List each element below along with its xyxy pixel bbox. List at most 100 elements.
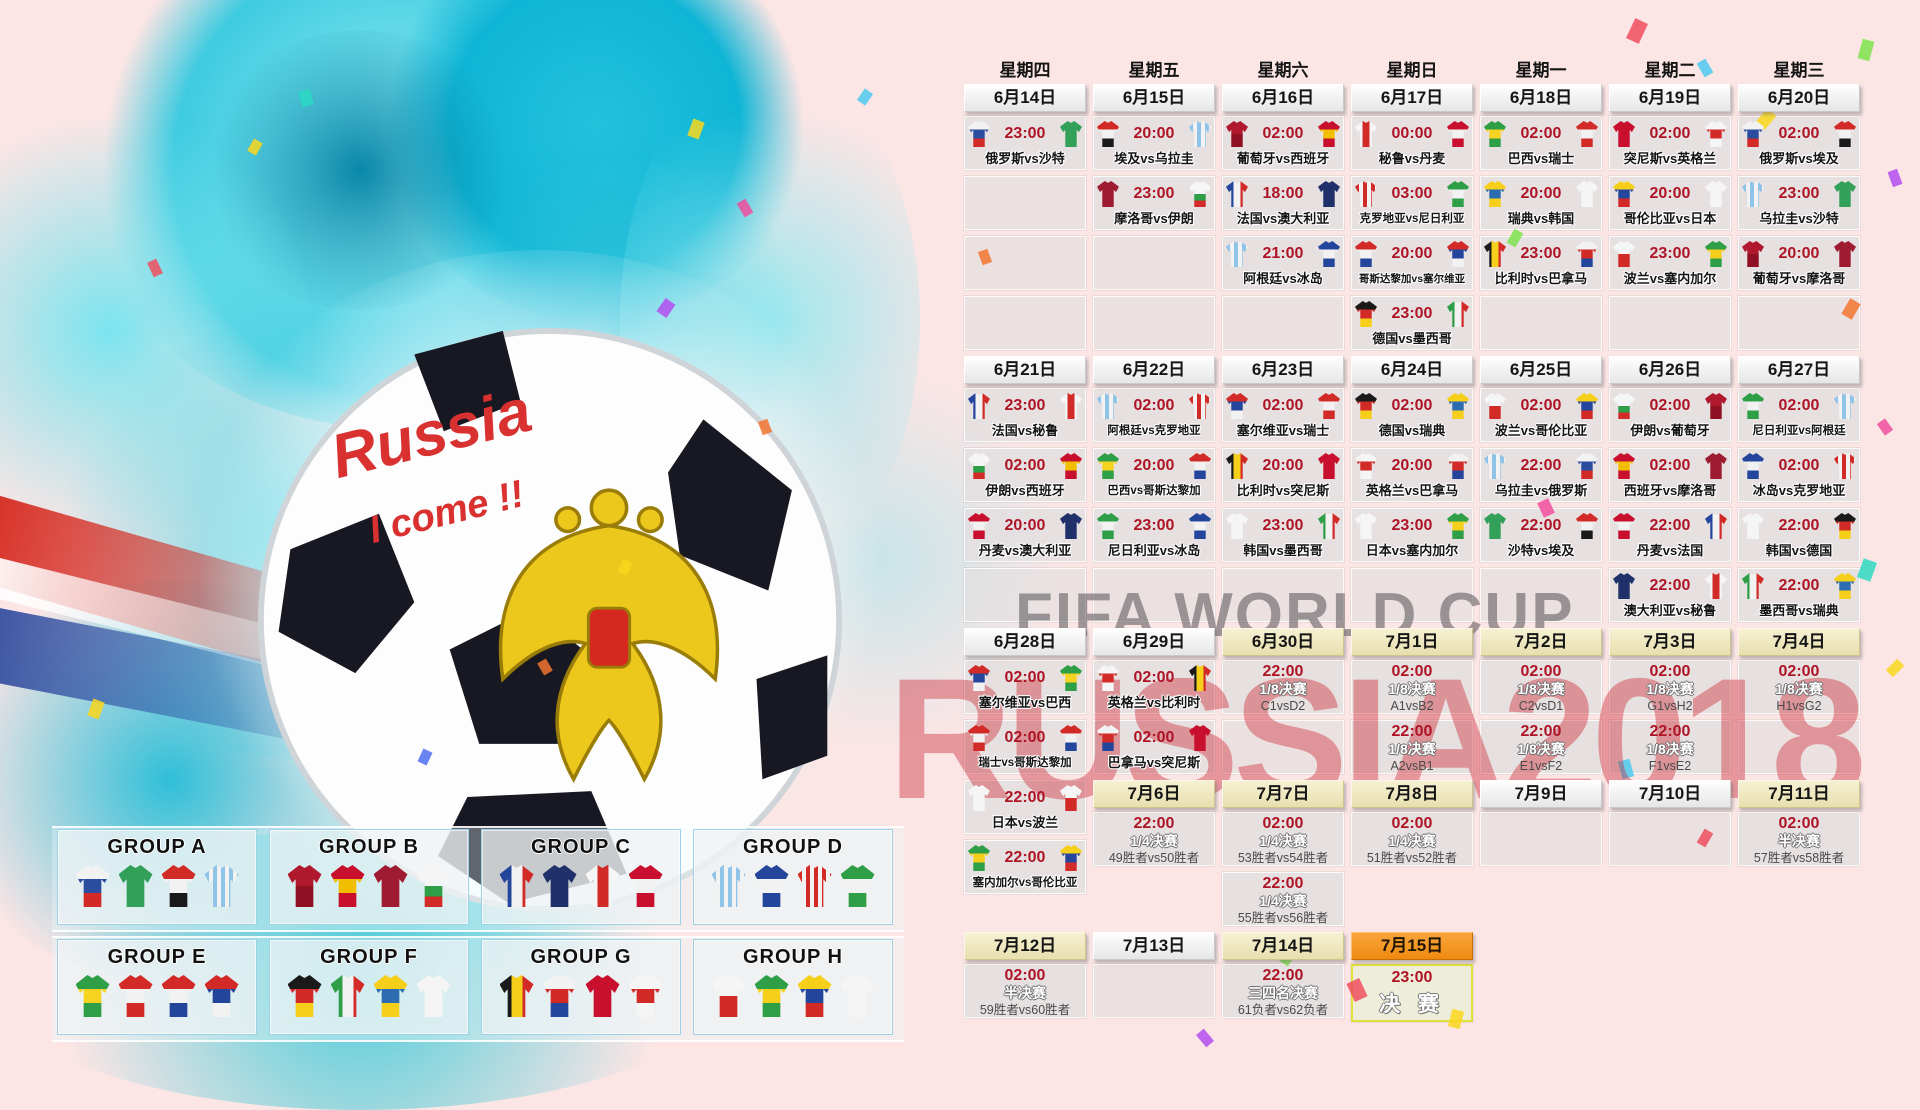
pairing-label: F1vsE2 [1648,759,1692,773]
match-cell: 02:00 冰岛vs克罗地亚 [1737,447,1861,503]
match-time: 20:00 [1133,457,1175,474]
group-title: GROUP B [319,836,419,858]
stage-label: 1/8决赛 [1259,681,1307,697]
team-jersey-icon [585,865,620,907]
group-title: GROUP F [320,946,418,968]
match-teams-label: 尼日利亚vs阿根廷 [1752,425,1846,437]
match-time: 02:00 [1649,663,1691,680]
group-jerseys [58,865,256,907]
away-jersey-icon [1833,121,1856,147]
white-paint-streak [0,550,340,682]
knockout-cell: 02:00 1/8决赛 C2vsD1 [1479,659,1603,715]
home-jersey-icon [1097,725,1119,751]
pairing-label: C2vsD1 [1518,699,1564,713]
stage-label: 1/8决赛 [1517,741,1565,757]
empty-cell [1092,235,1216,291]
group-jerseys [482,865,680,907]
stage-label: 1/8决赛 [1517,681,1565,697]
match-cell: 02:00 塞尔维亚vs巴西 [963,659,1087,715]
away-jersey-icon [1833,181,1856,207]
match-time: 23:00 [1520,245,1562,262]
pairing-label: G1vsH2 [1647,699,1693,713]
group-title: GROUP C [531,836,631,858]
schedule-column: 星期三 6月20日 02:00 俄罗斯vs埃及 23:00 乌拉圭vs沙特 20:00 葡萄牙… [1737,56,1861,1028]
team-jersey-icon [204,975,239,1017]
confetti-piece [1626,18,1648,44]
match-top-row: 02:00 [1481,389,1601,422]
knockout-cell: 02:00 1/4决赛 53胜者vs54胜者 [1221,811,1345,867]
match-time: 18:00 [1262,185,1304,202]
match-top-row: 20:00 [1352,449,1472,482]
away-jersey-icon [1188,393,1211,419]
match-cell: 02:00 尼日利亚vs阿根廷 [1737,387,1861,443]
empty-cell [1350,567,1474,623]
match-time: 22:00 [1004,789,1046,806]
ball-handwriting-icome: I come !! [365,472,529,552]
match-time: 23:00 [1004,397,1046,414]
final-match-cell: 23:00 决 赛 [1350,963,1474,1023]
match-cell: 23:00 德国vs墨西哥 [1350,295,1474,351]
team-jersey-icon [330,865,365,907]
team-jersey-icon [416,865,451,907]
match-time: 02:00 [1262,125,1304,142]
date-header: 7月6日 [1093,780,1215,808]
away-jersey-icon [1317,181,1340,207]
match-top-row: 23:00 [965,117,1085,150]
match-time: 02:00 [1520,663,1562,680]
team-jersey-icon [118,975,153,1017]
knockout-cell: 22:00 三四名决赛 61负者vs62负者 [1221,963,1345,1019]
date-header: 6月30日 [1222,628,1344,656]
match-top-row: 20:00 [1352,237,1472,270]
knockout-cell: 02:00 1/8决赛 A1vsB2 [1350,659,1474,715]
match-teams-label: 波兰vs哥伦比亚 [1494,423,1588,438]
confetti-piece [1196,1028,1214,1048]
match-time: 02:00 [1262,397,1304,414]
match-time: 22:00 [1649,517,1691,534]
match-top-row: 22:00 [965,841,1085,874]
home-jersey-icon [1226,181,1248,207]
home-jersey-icon [1613,573,1635,599]
match-time: 02:00 [1520,125,1562,142]
match-teams-label: 埃及vs乌拉圭 [1114,151,1194,166]
away-jersey-icon [1833,453,1856,479]
knockout-cell: 22:00 1/8决赛 A2vsB1 [1350,719,1474,775]
match-top-row: 02:00 [1481,117,1601,150]
match-top-row: 22:00 [965,781,1085,814]
home-jersey-icon [1097,181,1119,207]
blue-paint-streak [0,598,334,746]
date-header: 7月14日 [1222,932,1344,960]
match-teams-label: 伊朗vs西班牙 [985,483,1065,498]
match-teams-label: 葡萄牙vs摩洛哥 [1752,271,1846,286]
confetti-piece [537,658,553,676]
home-jersey-icon [1226,453,1248,479]
confetti-piece [617,558,633,576]
pairing-label: H1vsG2 [1776,699,1822,713]
match-top-row: 23:00 [1094,177,1214,210]
away-jersey-icon [1575,241,1598,267]
home-jersey-icon [1613,453,1635,479]
confetti-piece [856,88,874,106]
confetti-piece [1857,38,1875,62]
empty-cell [1092,567,1216,623]
match-cell: 20:00 巴西vs哥斯达黎加 [1092,447,1216,503]
date-header: 7月13日 [1093,932,1215,960]
match-time: 22:00 [1520,723,1562,740]
date-header: 6月16日 [1222,84,1344,112]
teal-splash [200,30,520,310]
home-jersey-icon [1097,453,1119,479]
match-cell: 02:00 巴西vs瑞士 [1479,115,1603,171]
match-top-row: 22:00 [1739,509,1859,542]
away-jersey-icon [1446,241,1469,267]
empty-cell [963,175,1087,231]
match-time: 21:00 [1262,245,1304,262]
group-box: GROUP E [57,939,257,1035]
group-jerseys [482,975,680,1017]
knockout-cell: 22:00 1/8决赛 F1vsE2 [1608,719,1732,775]
match-time: 23:00 [1262,517,1304,534]
match-top-row: 23:00 [1481,237,1601,270]
date-header: 7月7日 [1222,780,1344,808]
team-jersey-icon [161,865,196,907]
home-jersey-icon [1484,453,1506,479]
match-cell: 22:00 澳大利亚vs秘鲁 [1608,567,1732,623]
home-jersey-icon [1742,513,1764,539]
